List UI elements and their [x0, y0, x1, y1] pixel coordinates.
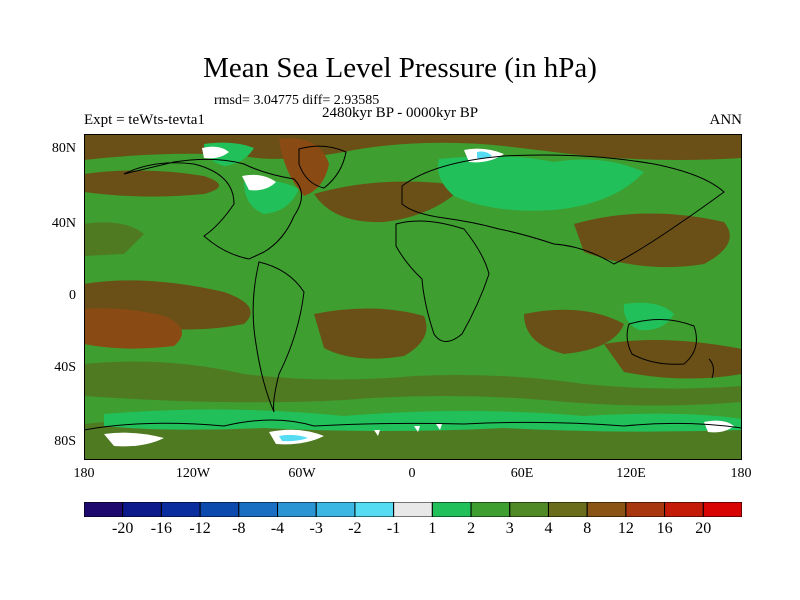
anomaly-field: [84, 134, 742, 460]
patch-siberia: [438, 156, 644, 211]
lon-tick-label: 0: [408, 466, 416, 481]
patch-white-dot-2: [436, 424, 442, 430]
colorbar-label: -2: [348, 520, 362, 537]
patch-indonesia: [623, 302, 674, 331]
patch-white-dot-1: [414, 426, 420, 432]
colorbar-label: -1: [386, 520, 401, 537]
colorbar-swatch: [315, 502, 356, 517]
patch-white-ellesmere: [202, 146, 229, 159]
lon-tick-label: 180: [730, 466, 752, 481]
experiment-label: Expt = teWts-tevta1: [84, 112, 205, 128]
field-patch-na: [314, 181, 464, 223]
colorbar-label: 2: [467, 520, 476, 537]
time-range-subtitle: 2480kyr BP - 0000kyr BP: [321, 105, 479, 121]
colorbar-label: -16: [150, 520, 173, 537]
colorbar-swatch: [431, 502, 472, 517]
colorbar-label: 16: [656, 520, 673, 537]
colorbar-label: 12: [617, 520, 634, 537]
coast-africa: [395, 220, 490, 342]
negative-anomaly-patches: [104, 146, 734, 447]
colorbar-swatch: [547, 502, 588, 517]
colorbar-label: 20: [695, 520, 712, 537]
field-patch-sp-orange: [84, 308, 182, 349]
lat-tick-label: 40N: [51, 216, 76, 231]
patch-cyan-weddell: [279, 434, 308, 442]
field-patch-southern-ocean: [84, 361, 742, 406]
colorbar-swatch: [393, 502, 433, 517]
field-patch-greenland-sea: [279, 138, 329, 196]
colorbar-swatch: [625, 502, 666, 517]
lon-tick-label: 60W: [288, 466, 316, 481]
patch-white-dot-3: [374, 430, 380, 436]
colorbar-label: -8: [232, 520, 246, 537]
colorbar-swatch: [664, 502, 704, 517]
colorbar-swatch: [277, 502, 317, 517]
lat-tick-label: 80S: [54, 434, 76, 449]
lat-tick-label: 80N: [51, 141, 76, 156]
field-patch-satl: [314, 308, 427, 359]
colorbar-swatch: [509, 502, 549, 517]
lon-tick-label: 180: [73, 466, 95, 481]
colorbar-swatch: [84, 502, 124, 517]
lon-tick-label: 60E: [510, 466, 534, 481]
field-patch-olive-1: [84, 222, 144, 256]
colorbar-label: 1: [428, 520, 437, 537]
colorbar-swatch: [702, 502, 742, 517]
colorbar-label: -12: [189, 520, 211, 537]
pressure-map: [84, 134, 742, 460]
coast-north-america: [123, 158, 302, 260]
colorbar: [84, 502, 742, 517]
coast-australia: [626, 318, 697, 365]
colorbar-swatch: [160, 502, 201, 517]
map-title: Mean Sea Level Pressure (in hPa): [203, 52, 597, 84]
patch-white-baffin: [242, 174, 276, 191]
field-patch-aus-south: [604, 340, 742, 379]
coast-new-zealand: [708, 358, 714, 379]
colorbar-swatch: [122, 502, 162, 517]
patch-white-ross: [104, 432, 164, 447]
colorbar-swatch: [470, 502, 511, 517]
colorbar-label: 3: [505, 520, 514, 537]
lat-tick-label: 0: [69, 288, 76, 303]
rmsd-diff-stats: rmsd= 3.04775 diff= 2.93585: [214, 93, 380, 108]
colorbar-swatch: [586, 502, 627, 517]
lon-tick-label: 120W: [175, 466, 211, 481]
colorbar-label: -20: [112, 520, 134, 537]
patch-cyan-svalbard: [477, 151, 492, 159]
field-patch-np: [84, 170, 219, 197]
field-patch-indian: [524, 309, 624, 354]
colorbar-label: 4: [544, 520, 553, 537]
colorbar-swatch: [354, 502, 395, 517]
coast-greenland: [298, 145, 347, 189]
colorbar-swatch: [238, 502, 279, 517]
lat-tick-label: 40S: [54, 360, 76, 375]
field-patch-wp: [574, 213, 730, 268]
season-label: ANN: [709, 112, 743, 128]
coast-eurasia: [401, 154, 725, 265]
patch-white-east-antarctic: [704, 420, 734, 433]
colorbar-label: 8: [583, 520, 592, 537]
colorbar-swatch: [199, 502, 240, 517]
patch-antarctic-rim: [104, 409, 742, 432]
coastlines: [84, 145, 742, 431]
coast-antarctica: [84, 419, 742, 431]
colorbar-label: -3: [309, 520, 323, 537]
colorbar-label: -4: [270, 520, 285, 537]
coast-south-america: [252, 261, 305, 413]
map-frame: [84, 134, 742, 460]
lon-tick-label: 120E: [616, 466, 646, 481]
